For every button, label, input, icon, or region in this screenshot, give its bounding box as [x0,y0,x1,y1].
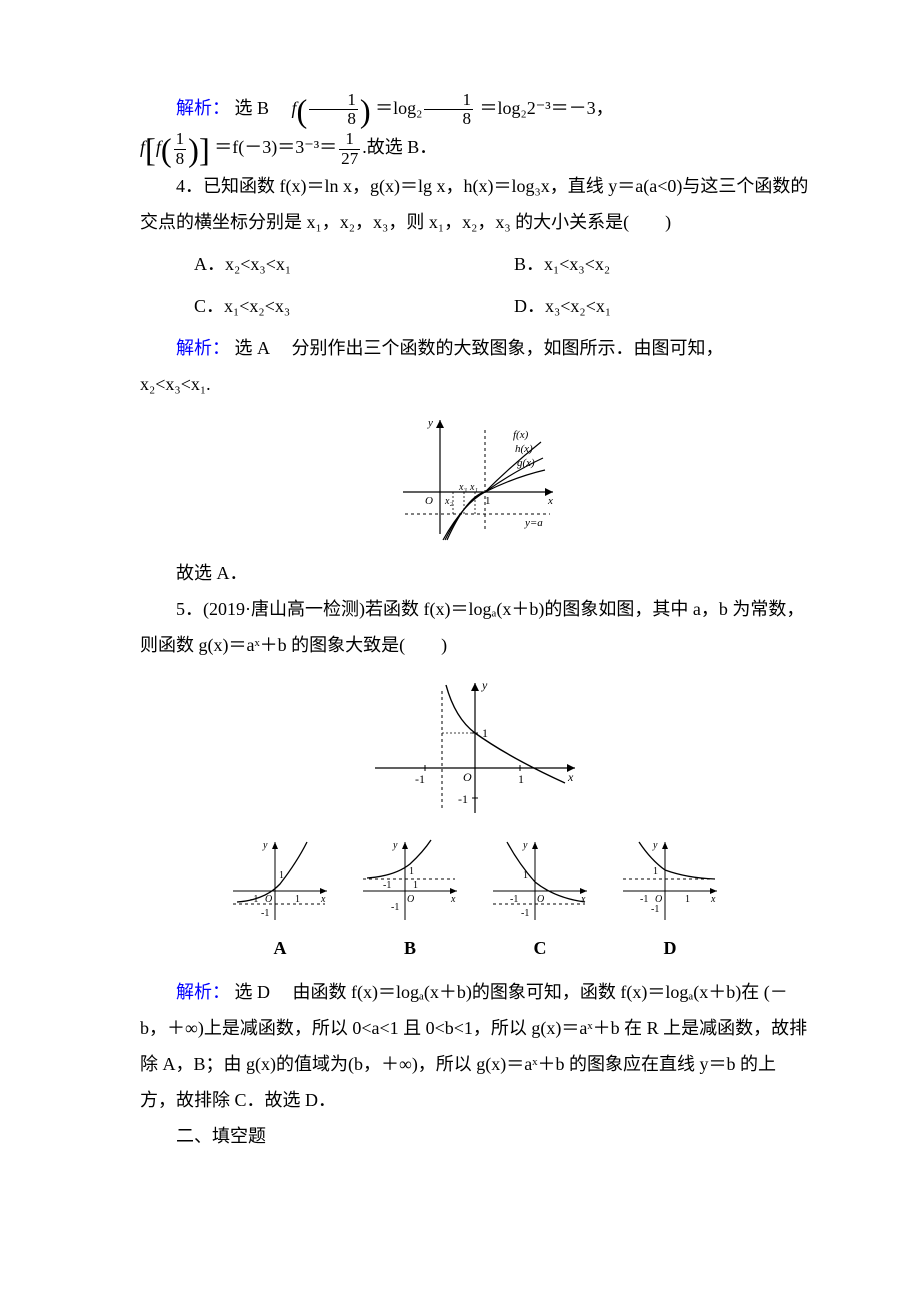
svg-text:1: 1 [485,495,491,507]
q4-post: 故选 A． [140,555,810,591]
svg-text:x: x [450,894,456,905]
svg-text:O: O [407,894,414,905]
svg-text:-1: -1 [640,894,648,905]
q4-optA: A．x₂<x₃<x₁ [194,246,514,282]
q4-stem: 4．已知函数 f(x)＝ln x，g(x)＝lg x，h(x)＝log₃x，直线… [140,168,810,240]
svg-text:f(x): f(x) [513,429,529,441]
svg-text:O: O [537,894,544,905]
q5-choice-B: -1 O 1 1 -1 x y [355,836,465,926]
svg-text:y: y [652,840,658,851]
sol3-ans: 选 B [235,98,270,118]
svg-text:1: 1 [295,894,300,905]
q4-sol-prefix: 解析： [176,338,230,358]
page: 解析： 选 B f(18) ＝log₂18 ＝log₂2⁻³＝－3， f[f(1… [0,0,920,1302]
q4-optD: D．x₃<x₂<x₁ [514,288,834,324]
svg-text:x: x [320,894,326,905]
svg-text:1: 1 [523,870,528,881]
svg-text:x: x [567,770,574,784]
svg-text:O: O [463,770,472,784]
svg-text:g(x): g(x) [517,457,535,469]
svg-text:y=a: y=a [524,517,543,529]
sol3-prefix: 解析： [176,98,230,118]
q5-sol-prefix: 解析： [176,982,230,1002]
svg-text:-1: -1 [391,902,399,913]
q4-sol-text: 分别作出三个函数的大致图象，如图所示．由图可知， [274,338,724,358]
q5-sol: 解析： 选 D 由函数 f(x)＝logₐ(x＋b)的图象可知，函数 f(x)＝… [140,974,810,1118]
svg-text:x: x [580,894,586,905]
svg-text:x₁: x₁ [469,482,478,493]
svg-text:x₃: x₃ [458,482,467,493]
svg-text:-1: -1 [651,904,659,915]
svg-text:1: 1 [279,870,284,881]
svg-text:y: y [522,840,528,851]
q4-optB: B．x₁<x₃<x₂ [514,246,834,282]
q5-label-D: D [615,930,725,966]
q5-choice-labels: A B C D [140,930,810,966]
svg-text:y: y [427,417,433,429]
q5-sol-ans: 选 D [235,982,271,1002]
svg-text:-1: -1 [510,894,518,905]
sol3-eq2: ＝log₂2⁻³＝－3， [480,98,614,118]
q4-sol-ans: 选 A [235,338,270,358]
svg-text:y: y [262,840,268,851]
q4-options-row2: C．x₁<x₂<x₃ D．x₃<x₂<x₁ [140,288,810,324]
q5-label-B: B [355,930,465,966]
q5-choice-D: -1 O 1 1 -1 x y [615,836,725,926]
q4-options-row1: A．x₂<x₃<x₁ B．x₁<x₃<x₂ [140,246,810,282]
sol3-line2: f[f(18)] ＝f(－3)＝3⁻³＝127.故选 B． [140,129,810,168]
svg-text:x: x [547,495,553,507]
q4-figure: O x₂ x₃ x₁ 1 x y f(x) h(x) g(x) y=a [140,412,810,545]
q5-stem: 5．(2019·唐山高一检测)若函数 f(x)＝logₐ(x＋b)的图象如图，其… [140,591,810,663]
svg-text:h(x): h(x) [515,443,533,455]
svg-text:-1: -1 [521,908,529,919]
q5-main-figure: O -1 1 1 -1 x y [140,673,810,826]
sol3-line1: 解析： 选 B f(18) ＝log₂18 ＝log₂2⁻³＝－3， [140,90,810,129]
svg-text:-1: -1 [415,772,425,786]
q4-sol-concl: x₂<x₃<x₁. [140,366,810,402]
svg-text:1: 1 [653,866,658,877]
svg-text:x₂: x₂ [444,496,453,507]
svg-text:1: 1 [413,880,418,891]
svg-text:-1: -1 [458,792,468,806]
svg-text:-1: -1 [250,894,258,905]
svg-text:1: 1 [685,894,690,905]
section-2-title: 二、填空题 [140,1118,810,1154]
svg-text:y: y [392,840,398,851]
q4-sol-line: 解析： 选 A 分别作出三个函数的大致图象，如图所示．由图可知， [140,330,810,366]
svg-text:1: 1 [518,772,524,786]
svg-text:-1: -1 [261,908,269,919]
q5-choice-A: -1 O 1 1 -1 x y [225,836,335,926]
svg-text:y: y [481,678,488,692]
q5-choice-C: -1 O 1 -1 x y [485,836,595,926]
q5-choice-figures: -1 O 1 1 -1 x y -1 O 1 1 -1 x y [140,836,810,926]
svg-text:O: O [425,495,433,507]
svg-text:-1: -1 [383,880,391,891]
q5-label-C: C [485,930,595,966]
q4-optC: C．x₁<x₂<x₃ [194,288,514,324]
svg-text:1: 1 [482,726,488,740]
sol3-eq1: ＝log₂ [375,98,422,118]
q5-label-A: A [225,930,335,966]
svg-text:O: O [265,894,272,905]
svg-text:x: x [710,894,716,905]
svg-text:1: 1 [409,866,414,877]
